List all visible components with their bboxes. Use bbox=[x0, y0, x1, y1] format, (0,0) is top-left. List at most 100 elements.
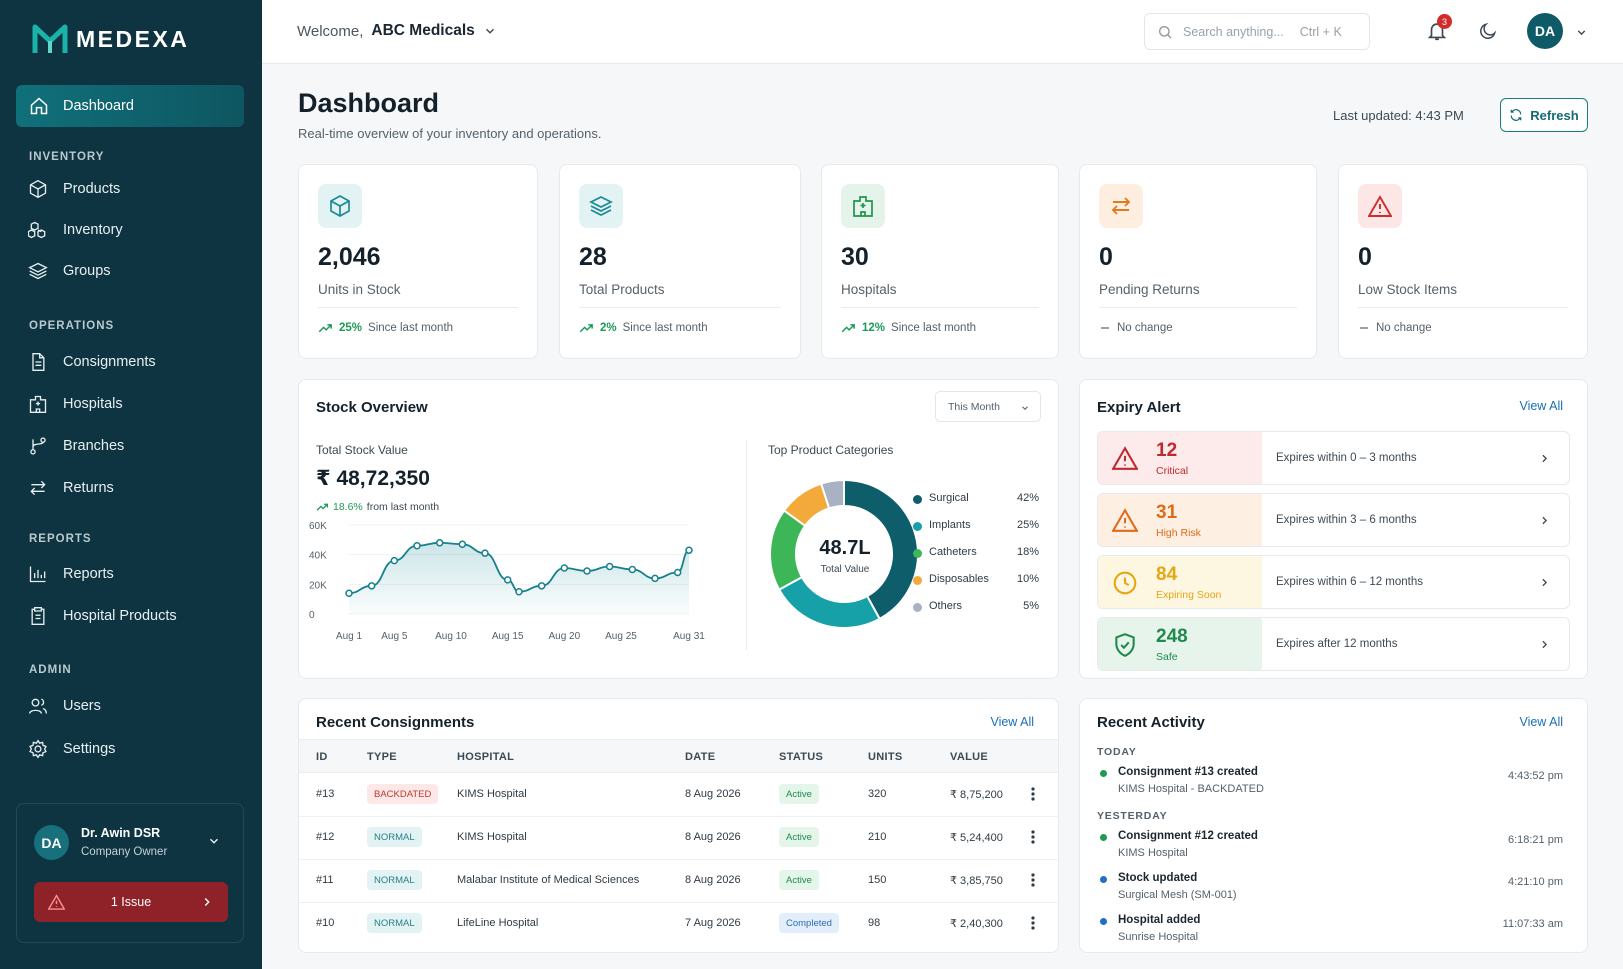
refresh-button[interactable]: Refresh bbox=[1500, 98, 1588, 132]
cell-date: 7 Aug 2026 bbox=[685, 917, 741, 929]
cell-value: ₹ 2,40,300 bbox=[950, 918, 1003, 930]
column-header: DATE bbox=[685, 751, 716, 763]
category-donut-chart bbox=[769, 478, 919, 629]
expiry-view-all-link[interactable]: View All bbox=[1519, 399, 1563, 413]
user-role: Company Owner bbox=[81, 846, 168, 858]
consignments-view-all-link[interactable]: View All bbox=[990, 715, 1034, 729]
sidebar-item-dashboard[interactable]: Dashboard bbox=[16, 85, 244, 127]
expiry-desc: Expires within 3 – 6 months bbox=[1276, 514, 1417, 526]
chevron-right-icon bbox=[204, 898, 210, 906]
activity-sub: Sunrise Hospital bbox=[1118, 931, 1199, 943]
legend-swatch bbox=[913, 549, 922, 558]
nav-section-operations: OPERATIONS bbox=[29, 320, 115, 332]
chevron-down-icon[interactable] bbox=[207, 834, 221, 848]
moon-icon[interactable] bbox=[1478, 21, 1498, 41]
org-switcher[interactable]: Welcome, ABC Medicals bbox=[297, 22, 497, 40]
data-point bbox=[685, 546, 693, 554]
trend-up-icon bbox=[841, 324, 855, 333]
activity-dot bbox=[1100, 918, 1107, 925]
legend-label: Surgical bbox=[929, 492, 969, 504]
donut-slice bbox=[843, 478, 919, 621]
warning-icon bbox=[48, 894, 65, 910]
stat-card-products[interactable]: 28 Total Products 2% Since last month bbox=[559, 164, 801, 359]
column-header: HOSPITAL bbox=[457, 751, 515, 763]
sidebar-item-inventory[interactable]: Inventory bbox=[27, 214, 237, 246]
warning-icon bbox=[1112, 446, 1138, 470]
sidebar: MEDEXA Dashboard INVENTORY Products Inve… bbox=[0, 0, 262, 969]
app-name: MEDEXA bbox=[76, 25, 190, 52]
expiry-row-high-risk[interactable]: 31 High Risk Expires within 3 – 6 months bbox=[1097, 493, 1570, 547]
sidebar-item-returns[interactable]: Returns bbox=[27, 472, 237, 504]
expiry-level: Critical bbox=[1156, 465, 1189, 477]
branch-icon bbox=[30, 437, 46, 455]
more-vertical-icon[interactable] bbox=[1031, 830, 1035, 844]
sidebar-item-settings[interactable]: Settings bbox=[27, 733, 237, 765]
stat-card-returns[interactable]: 0 Pending Returns No change bbox=[1079, 164, 1317, 359]
stat-icon-bg bbox=[1358, 184, 1402, 228]
legend-swatch bbox=[913, 522, 922, 531]
trend-up-icon bbox=[316, 503, 329, 511]
sidebar-item-groups[interactable]: Groups bbox=[27, 255, 237, 287]
expiry-row-safe[interactable]: 248 Safe Expires after 12 months bbox=[1097, 617, 1570, 671]
data-point bbox=[651, 574, 659, 583]
more-vertical-icon[interactable] bbox=[1031, 787, 1035, 801]
expiry-level-block: 31 High Risk bbox=[1098, 494, 1262, 546]
sidebar-item-reports[interactable]: Reports bbox=[27, 558, 237, 590]
cell-value: ₹ 3,85,750 bbox=[950, 875, 1003, 887]
hospital-icon bbox=[29, 395, 47, 413]
search-input[interactable]: Search anything... Ctrl + K bbox=[1144, 13, 1370, 50]
table-row[interactable]: #13 BACKDATED KIMS Hospital 8 Aug 2026 A… bbox=[299, 774, 1058, 817]
stat-value: 28 bbox=[579, 243, 607, 271]
type-badge: NORMAL bbox=[367, 913, 422, 933]
period-value: This Month bbox=[948, 400, 1000, 413]
status-badge: Active bbox=[779, 870, 819, 890]
swap-icon bbox=[30, 480, 46, 496]
activity-view-all-link[interactable]: View All bbox=[1519, 715, 1563, 729]
sidebar-item-products[interactable]: Products bbox=[27, 173, 237, 205]
area-fill bbox=[349, 542, 689, 614]
divider bbox=[579, 307, 781, 308]
table-row[interactable]: #11 NORMAL Malabar Institute of Medical … bbox=[299, 860, 1058, 903]
recent-activity-card: Recent Activity View All TODAY Consignme… bbox=[1079, 698, 1588, 953]
data-point bbox=[413, 542, 421, 550]
stat-card-units[interactable]: 2,046 Units in Stock 25% Since last mont… bbox=[298, 164, 538, 359]
stat-trend: 25% Since last month bbox=[318, 322, 453, 334]
sidebar-item-consignments[interactable]: Consignments bbox=[27, 346, 237, 378]
home-icon bbox=[30, 97, 48, 115]
stat-card-hospitals[interactable]: 30 Hospitals 12% Since last month bbox=[821, 164, 1059, 359]
shield-check-icon bbox=[1115, 633, 1135, 657]
stat-card-low-stock[interactable]: 0 Low Stock Items No change bbox=[1338, 164, 1588, 359]
more-vertical-icon[interactable] bbox=[1031, 916, 1035, 930]
legend-swatch bbox=[913, 603, 922, 612]
table-row[interactable]: #10 NORMAL LifeLine Hospital 7 Aug 2026 … bbox=[299, 903, 1058, 946]
issues-button[interactable]: 1 Issue bbox=[34, 882, 228, 922]
period-select[interactable]: This Month bbox=[935, 391, 1041, 422]
expiry-row-critical[interactable]: 12 Critical Expires within 0 – 3 months bbox=[1097, 431, 1570, 485]
sidebar-item-branches[interactable]: Branches bbox=[27, 430, 237, 462]
data-point bbox=[583, 567, 591, 575]
x-tick-label: Aug 25 bbox=[605, 631, 637, 642]
sidebar-item-hospital-products[interactable]: Hospital Products bbox=[27, 600, 237, 632]
stock-overview-card: Stock Overview This Month Total Stock Va… bbox=[298, 379, 1059, 679]
expiry-row-expiring-soon[interactable]: 84 Expiring Soon Expires within 6 – 12 m… bbox=[1097, 555, 1570, 609]
cell-hospital: KIMS Hospital bbox=[457, 788, 527, 800]
medexa-logo-icon bbox=[32, 24, 68, 53]
user-card[interactable]: DA Dr. Awin DSR Company Owner 1 Issue bbox=[16, 803, 244, 943]
sidebar-item-hospitals[interactable]: Hospitals bbox=[27, 388, 237, 420]
nav-section-reports: REPORTS bbox=[29, 533, 92, 545]
table-row[interactable]: #12 NORMAL KIMS Hospital 8 Aug 2026 Acti… bbox=[299, 817, 1058, 860]
stat-pct: 25% bbox=[339, 322, 363, 334]
donut-slice bbox=[819, 478, 845, 510]
activity-dot bbox=[1100, 770, 1107, 777]
expiry-alert-card: Expiry Alert View All 12 Critical Expire… bbox=[1079, 379, 1588, 679]
sidebar-item-users[interactable]: Users bbox=[27, 690, 237, 722]
box-icon bbox=[29, 179, 47, 199]
x-tick-label: Aug 10 bbox=[435, 631, 467, 642]
profile-avatar[interactable]: DA bbox=[1527, 13, 1563, 49]
x-tick-label: Aug 31 bbox=[673, 631, 705, 642]
donut-center-label: Total Value bbox=[820, 564, 870, 575]
chevron-down-icon[interactable] bbox=[1575, 26, 1588, 39]
warning-icon bbox=[1112, 508, 1138, 532]
app-logo[interactable]: MEDEXA bbox=[32, 22, 189, 56]
more-vertical-icon[interactable] bbox=[1031, 873, 1035, 887]
